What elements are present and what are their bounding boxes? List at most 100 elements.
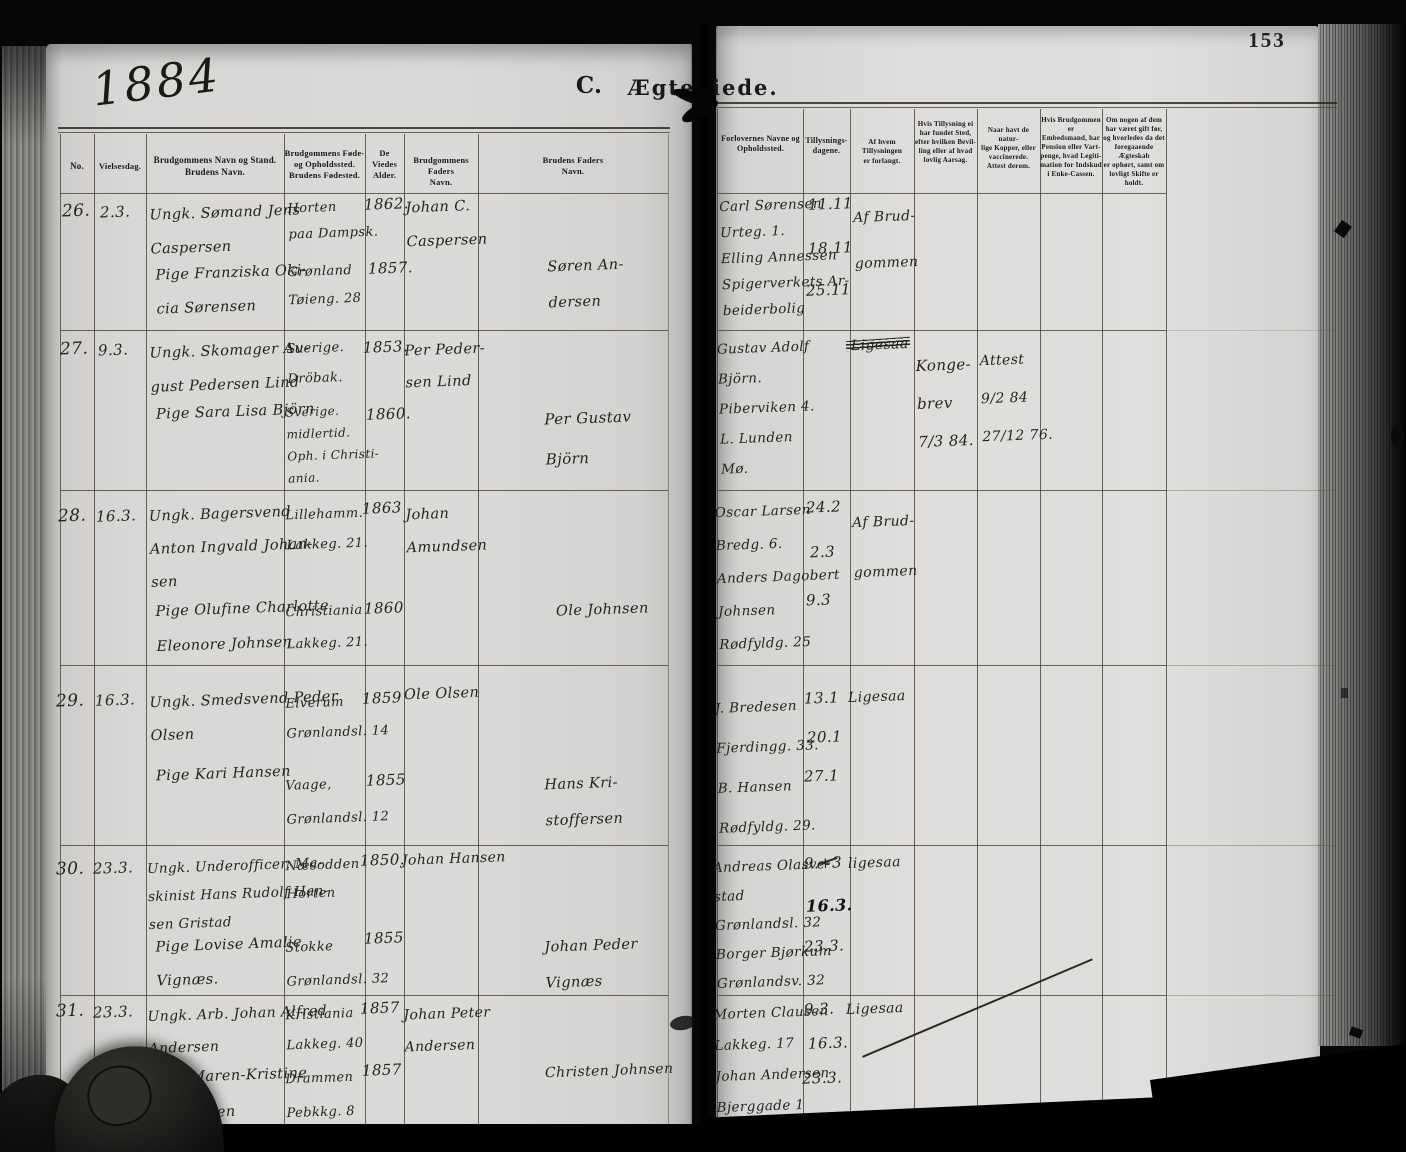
record-banns-requested-by: Af Brud- gommen [851,512,918,582]
record-groom-father: Johan Hansen [401,849,506,869]
record-banns-date: 27.1 [803,766,840,786]
record-banns-date: 13.1 [803,688,840,708]
record-wedding-day: 23.3. [92,858,134,878]
gridline-v [146,134,147,1125]
gridline-v [284,134,285,1125]
record-vaccination-attest: Attest 9/2 84 27/12 76. [979,351,1054,446]
record-bride-birthplace: Grønland Tøieng. 28 [287,263,362,309]
gridline-h [717,330,1166,331]
gridline-v [803,109,804,1118]
gridline-v [1333,200,1334,1045]
record-groom-birthyear: 1863 [361,498,403,518]
edge-ink-mark [1391,424,1404,448]
gridline-h [717,995,1166,996]
record-bride-birthplace: Drammen Pebkkg. 8 [285,1069,356,1122]
record-wedding-day: 23.3. [92,1002,134,1022]
record-banns-requested-by: Af Brud- gommen [852,207,919,273]
left-page [46,44,692,1130]
record-banns-date: 16.3. [805,895,853,916]
gridline-h [717,845,1166,846]
gridline-v [668,134,669,1125]
record-groom-birthyear: 1862. [363,194,410,214]
gridline-h [60,665,668,666]
record-bride-father: Hans Kri- stoffersen [544,774,624,830]
record-witnesses: Oscar Larsen Bredg. 6. Anders Dagobert J… [714,501,841,654]
column-header-previous-marriage: Om nogen af dem har været gift før, og h… [1103,116,1165,187]
gridline-h [60,490,668,491]
record-bride-father: Per Gustav Björn [544,407,632,469]
gridline-h [717,665,1166,666]
gridline-rule [58,132,670,133]
gridline-h [60,330,668,331]
record-groom-father: Ole Olsen [403,684,480,704]
book-gutter [690,24,718,1128]
gridline-v [914,109,915,1118]
record-banns-date: 2.3 [809,542,836,562]
record-groom-birthyear: 1850. [359,850,406,870]
fore-edge-shadow [1318,24,1406,1046]
column-header-age: De Viedes Alder. [372,148,397,181]
gridline-h [60,193,668,194]
record-banns-date: 11.11 [807,194,854,214]
edge-ink-mark [1341,688,1348,698]
record-banns-date: 9.3 [805,590,832,610]
record-wedding-day: 16.3. [95,506,137,526]
page-number: 153 [1248,28,1286,52]
gridline-rule [717,102,1337,104]
column-header-vaccination: Naar havt de natur- lige Kopper, eller v… [981,126,1036,170]
record-dispensation: Konge- brev 7/3 84. [915,355,975,451]
gridline-v [1166,109,1167,1118]
record-number: 30. [55,858,85,880]
record-bride-father: Søren An- dersen [547,256,625,312]
record-bride-name: Pige Lovise Amalie Vignæs. [155,934,303,990]
record-bride-father: Johan Peder Vignæs [544,936,638,992]
column-header-birthplace: Brudgommens Føde- og Opholdssted. Bruden… [284,148,365,181]
record-groom-birthyear: 1859 [361,688,403,708]
column-header-dispensation: Hvis Tillysning ei har fundet Sted, efte… [914,120,977,164]
record-banns-date: 23.3. [801,1068,843,1088]
column-header-witnesses: Forlovernes Navne og Opholdssted. [721,134,800,154]
record-bride-birthyear: 1855 [363,928,405,948]
record-banns-date: 9.3. [803,999,835,1019]
gridline-v [365,134,366,1125]
gridline-h-faint [1166,330,1334,331]
left-page-edges [2,46,46,1152]
record-groom-father: Johan Peter Andersen [403,1004,491,1056]
record-banns-requested-by: Ligesaa [847,687,906,707]
record-banns-date: 16.3. [807,1033,849,1053]
column-header-banns-requested-by: Af hvem Tillysningen er forlangt. [861,138,903,165]
column-header-pension: Hvis Brudgommen er Embedsmand, har Pensi… [1040,116,1102,178]
column-header-groom-bride-names: Brudgommens Navn og Stand. Brudens Navn. [153,155,277,177]
record-bride-birthyear: 1855 [365,770,407,790]
record-banns-date: 24.2 [805,497,842,517]
record-groom-birthplace: Sverige. Dröbak. [286,340,345,387]
gridline-h [717,490,1166,491]
section-title-right-fragment: iede. [712,75,779,100]
gridline-v [1040,109,1041,1118]
record-number: 26. [61,200,91,222]
record-groom-father: Per Peder- sen Lind [404,340,486,392]
record-number: 29. [55,690,85,712]
section-letter: C. [575,72,603,99]
thumbnail [81,1059,158,1132]
gridline-rule [58,127,670,129]
gridline-h [717,193,1166,194]
record-banns-requested-by: Ligesaa [845,999,904,1019]
record-number: 27. [59,338,89,360]
record-number: 28. [57,505,87,527]
gridline-h-faint [1166,490,1334,491]
record-groom-birthplace: Næsodden Horten [285,856,360,903]
column-header-bride-father: Brudens Faders Navn. [542,155,604,177]
record-bride-name: Pige Franziska Oki- cia Sørensen [155,262,308,318]
gridline-h [60,995,668,996]
record-banns-date: 20.1 [806,727,843,747]
column-header-banns-days: Tillysnings- dagene. [805,136,848,156]
gridline-h-faint [1166,665,1334,666]
record-groom-birthplace: Kristiania Lakkeg. 40 [285,1005,364,1054]
gridline-v [478,134,479,1125]
record-banns-date: 18.11 [807,238,854,258]
record-witnesses: Gustav Adolf Björn. Piberviken 4. L. Lun… [716,338,815,478]
right-page [716,26,1320,1124]
gridline-v [850,109,851,1118]
